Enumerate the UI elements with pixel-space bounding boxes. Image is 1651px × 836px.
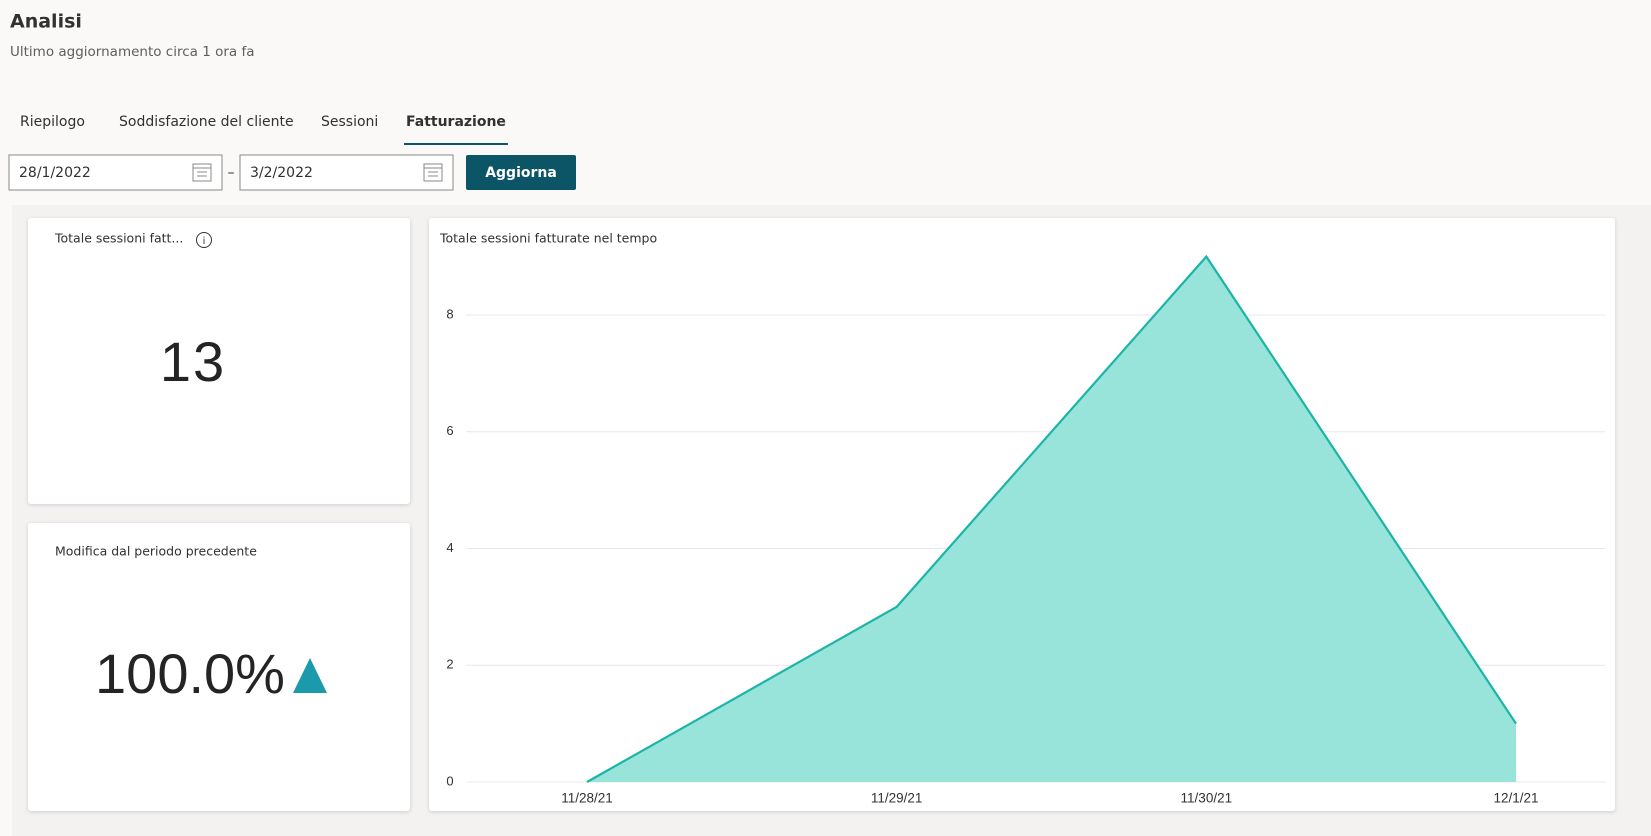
tab[interactable]: Sessioni bbox=[321, 114, 378, 130]
kpi-card bbox=[28, 218, 410, 504]
y-tick-label: 6 bbox=[446, 423, 453, 438]
card-title: Totale sessioni fatt... bbox=[54, 231, 183, 246]
end-date: 3/2/2022 bbox=[250, 165, 313, 181]
area-line bbox=[586, 254, 1517, 783]
kpi-value: 100.0% bbox=[95, 642, 285, 705]
subtitle: Ultimo aggiornamento circa 1 ora fa bbox=[10, 44, 255, 60]
tab[interactable]: Soddisfazione del cliente bbox=[119, 114, 294, 130]
button-label: Aggiorna bbox=[485, 165, 557, 181]
info-icon[interactable]: i bbox=[196, 232, 212, 248]
trend-up-icon bbox=[293, 658, 327, 693]
x-tick-label: 11/30/21 bbox=[1181, 791, 1233, 806]
calendar-icon[interactable] bbox=[423, 163, 443, 182]
y-tick-label: 8 bbox=[446, 306, 453, 321]
x-tick-label: 11/29/21 bbox=[871, 791, 923, 806]
start-date: 28/1/2022 bbox=[19, 165, 91, 181]
refresh-button[interactable] bbox=[466, 155, 576, 190]
svg-text:i: i bbox=[203, 236, 206, 247]
x-tick-label: 12/1/21 bbox=[1493, 791, 1538, 806]
date-input[interactable] bbox=[239, 154, 454, 191]
x-tick-label: 11/28/21 bbox=[561, 791, 613, 806]
date-input[interactable] bbox=[8, 154, 223, 191]
tab-bar: Riepilogo Soddisfazione del cliente Sessio… bbox=[20, 114, 508, 145]
tab[interactable]: Riepilogo bbox=[20, 114, 85, 130]
date-separator: – bbox=[228, 165, 235, 181]
y-tick-label: 2 bbox=[446, 657, 453, 672]
chart: 0 2 4 6 8 11/28/21 11/29/21 11/30/21 12/1/21 bbox=[446, 254, 1605, 806]
page-title: Analisi bbox=[10, 11, 82, 33]
kpi-value: 13 bbox=[160, 330, 226, 393]
chart-title: Totale sessioni fatturate nel tempo bbox=[439, 231, 657, 246]
tab[interactable]: Fatturazione bbox=[406, 114, 506, 130]
kpi-card bbox=[28, 523, 410, 811]
y-tick-label: 4 bbox=[446, 540, 453, 555]
calendar-icon[interactable] bbox=[192, 163, 212, 182]
y-tick-label: 0 bbox=[446, 773, 453, 788]
card-title: Modifica dal periodo precedente bbox=[55, 544, 257, 559]
